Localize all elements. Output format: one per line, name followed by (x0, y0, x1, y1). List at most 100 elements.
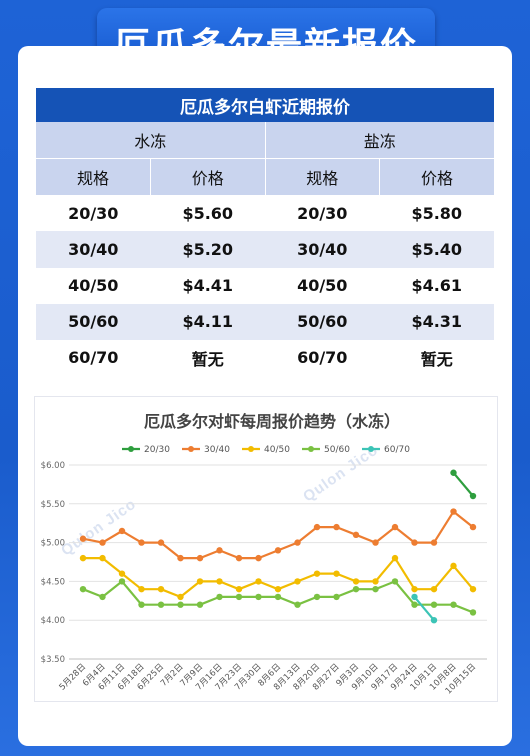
chart-svg: 厄瓜多尔对虾每周报价趋势（水冻） 20/30 30/40 40/50 50/60 60/… (41, 412, 487, 696)
y-tick-label: $5.00 (41, 539, 65, 549)
price-cell: $4.61 (411, 276, 463, 296)
table-row: 60/70 暂无 60/70 暂无 (36, 340, 494, 376)
data-point (411, 539, 418, 546)
data-point (333, 593, 340, 601)
data-point (99, 554, 106, 562)
column-header-price: 价格 (379, 158, 494, 196)
data-point (157, 601, 165, 608)
data-point (469, 523, 477, 531)
data-point (177, 554, 184, 562)
series-line (413, 596, 435, 621)
data-point (79, 585, 87, 593)
data-point (469, 492, 477, 500)
size-cell: 30/40 (36, 231, 151, 268)
data-point (391, 578, 399, 585)
x-tick-label: 5月28日 (58, 662, 89, 693)
y-tick-label: $4.50 (41, 577, 65, 587)
data-point (294, 601, 301, 608)
group-header-water-frozen: 水冻 (36, 122, 266, 159)
data-point (313, 570, 321, 577)
data-point (99, 539, 106, 546)
data-point (333, 523, 340, 531)
group-header-salt-frozen: 盐冻 (265, 122, 494, 159)
legend-label: 30/40 (204, 445, 230, 455)
price-cell: $5.80 (411, 203, 463, 223)
data-point (430, 539, 438, 546)
y-tick-label: $3.50 (41, 655, 65, 665)
data-point (313, 523, 321, 531)
data-point (294, 578, 301, 585)
data-point (235, 554, 243, 562)
data-point (372, 539, 379, 546)
price-cell: $5.20 (150, 231, 265, 268)
legend-marker (188, 446, 194, 452)
data-point (216, 578, 223, 585)
y-axis: $3.50 $4.00 $4.50 $5.00 $5.50 $6.00 (41, 461, 65, 665)
chart-title: 厄瓜多尔对虾每周报价趋势（水冻） (144, 412, 400, 431)
price-cell: $5.60 (182, 203, 234, 223)
legend-label: 40/50 (264, 445, 290, 455)
data-point (118, 527, 126, 535)
price-cell: $4.11 (150, 303, 265, 340)
legend-label: 60/70 (384, 445, 410, 455)
data-point (157, 539, 165, 546)
legend-marker (128, 446, 134, 452)
legend-marker (248, 446, 254, 452)
data-point (118, 570, 126, 577)
legend-item: 60/70 (362, 445, 410, 455)
data-point (274, 593, 282, 601)
data-point (235, 585, 243, 593)
data-point (177, 593, 184, 601)
table-row: 30/40 $5.20 30/40 $5.40 (36, 231, 494, 268)
chart-grid (69, 464, 487, 660)
data-point (450, 469, 457, 476)
series-line (452, 472, 474, 497)
y-tick-label: $4.00 (41, 616, 65, 626)
size-cell: 30/40 (265, 231, 380, 268)
legend-label: 50/60 (324, 445, 350, 455)
trend-chart: Qulon Jico Qulon Jico 厄瓜多尔对虾每周报价趋势（水冻） 2… (34, 396, 498, 702)
data-point (294, 539, 301, 546)
plot-area (79, 469, 477, 624)
price-cell: $4.41 (182, 276, 234, 296)
price-cell: 暂无 (420, 349, 453, 369)
size-cell: 60/70 (68, 348, 119, 368)
data-point (391, 554, 399, 562)
data-point (255, 593, 262, 601)
data-point (450, 508, 457, 515)
price-cell: 暂无 (191, 349, 224, 369)
data-point (430, 601, 438, 608)
size-cell: 40/50 (68, 276, 119, 296)
legend-item: 40/50 (242, 445, 290, 455)
data-point (255, 554, 262, 562)
data-point (196, 554, 204, 562)
data-point (450, 601, 457, 608)
data-point (255, 578, 262, 585)
column-header-size: 规格 (36, 158, 151, 196)
legend-label: 20/30 (144, 445, 170, 455)
y-tick-label: $5.50 (41, 500, 65, 510)
data-point (430, 585, 438, 593)
column-header-size: 规格 (265, 158, 380, 196)
data-point (138, 585, 145, 593)
data-point (138, 601, 145, 608)
data-point (352, 585, 360, 593)
data-point (469, 609, 477, 616)
size-cell: 40/50 (297, 276, 348, 296)
size-cell: 20/30 (68, 203, 119, 223)
data-point (157, 585, 165, 593)
x-axis: 5月28日6月4日6月11日6月18日6月25日7月2日7月9日7月16日7月2… (58, 662, 479, 696)
price-cell: $5.40 (379, 231, 494, 268)
data-point (177, 601, 184, 608)
size-cell: 50/60 (265, 303, 380, 340)
size-cell: 60/70 (297, 348, 348, 368)
data-point (196, 578, 204, 585)
data-point (118, 578, 126, 585)
chart-legend: 20/30 30/40 40/50 50/60 60/70 (122, 445, 410, 455)
data-point (313, 593, 321, 601)
data-point (274, 585, 282, 593)
table-title: 厄瓜多尔白虾近期报价 (36, 88, 494, 123)
legend-item: 50/60 (302, 445, 350, 455)
data-point (333, 570, 340, 577)
data-point (196, 601, 204, 608)
